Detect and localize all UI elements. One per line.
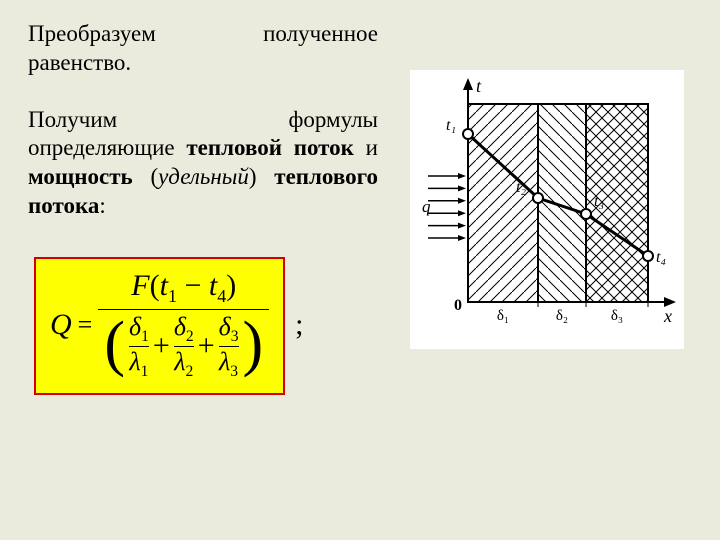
diagram: t x 0 δ₁ δ₂ δ₃ q t₁ t₂ t₃ t₄ xyxy=(410,70,684,349)
svg-text:0: 0 xyxy=(454,297,462,314)
sym-l3: λ xyxy=(219,347,230,376)
p2-bold2: мощность xyxy=(28,164,133,189)
frac-1: δ1 λ1 xyxy=(129,312,149,381)
p2-e: ( xyxy=(133,164,158,189)
svg-text:δ₂: δ₂ xyxy=(556,308,568,324)
p2-d: и xyxy=(354,135,378,160)
svg-text:q: q xyxy=(422,197,431,216)
paragraph-1: Преобразуем полученное равенство. xyxy=(28,20,378,78)
sym-Q: Q xyxy=(50,308,72,342)
sub-1: 1 xyxy=(168,286,177,306)
sym-F: F xyxy=(131,269,149,302)
denominator: ( δ1 λ1 + δ2 λ2 + xyxy=(98,310,269,383)
diagram-svg: t x 0 δ₁ δ₂ δ₃ q t₁ t₂ t₃ t₄ xyxy=(416,76,678,338)
p2-g: : xyxy=(99,193,105,218)
main-fraction: F(t1 − t4) ( δ1 λ1 + δ2 xyxy=(98,267,269,383)
svg-text:t: t xyxy=(476,76,482,96)
p2-italic: удельный xyxy=(158,164,249,189)
sym-d2: δ xyxy=(174,312,186,341)
sym-d3: δ xyxy=(219,312,231,341)
p2-b: формулы xyxy=(288,106,378,135)
formula-Q: Q = F(t1 − t4) ( δ1 λ1 xyxy=(50,267,269,383)
formula-box: Q = F(t1 − t4) ( δ1 λ1 xyxy=(34,257,285,395)
numerator: F(t1 − t4) xyxy=(125,267,242,309)
svg-text:t₄: t₄ xyxy=(656,249,666,266)
semicolon: ; xyxy=(289,308,303,341)
p2-bold1: тепловой поток xyxy=(186,135,354,160)
svg-text:δ₁: δ₁ xyxy=(497,308,509,324)
frac-3: δ3 λ3 xyxy=(219,312,239,381)
sub-4: 4 xyxy=(217,286,226,306)
p1-word2: полученное xyxy=(263,20,378,49)
svg-text:t₃: t₃ xyxy=(594,193,604,210)
frac-2: δ2 λ2 xyxy=(174,312,194,381)
svg-text:x: x xyxy=(663,306,672,326)
sym-eq: = xyxy=(78,310,93,340)
sym-t4: t xyxy=(209,269,217,302)
sym-l1: λ xyxy=(129,347,140,376)
sym-minus: − xyxy=(184,269,201,302)
svg-text:t₂: t₂ xyxy=(516,179,526,196)
svg-text:δ₃: δ₃ xyxy=(611,308,623,324)
sym-t1: t xyxy=(160,269,168,302)
sym-l2: λ xyxy=(174,347,185,376)
p2-c: определяющие xyxy=(28,135,186,160)
plus-1: + xyxy=(153,329,170,363)
p1-word1: Преобразуем xyxy=(28,20,156,49)
sym-d1: δ xyxy=(129,312,141,341)
plus-2: + xyxy=(198,329,215,363)
svg-text:t₁: t₁ xyxy=(446,117,456,134)
paragraph-2: Получим формулы определяющие тепловой по… xyxy=(28,106,378,221)
p2-a: Получим xyxy=(28,106,117,135)
p2-f: ) xyxy=(249,164,274,189)
p1-word3: равенство. xyxy=(28,49,378,78)
